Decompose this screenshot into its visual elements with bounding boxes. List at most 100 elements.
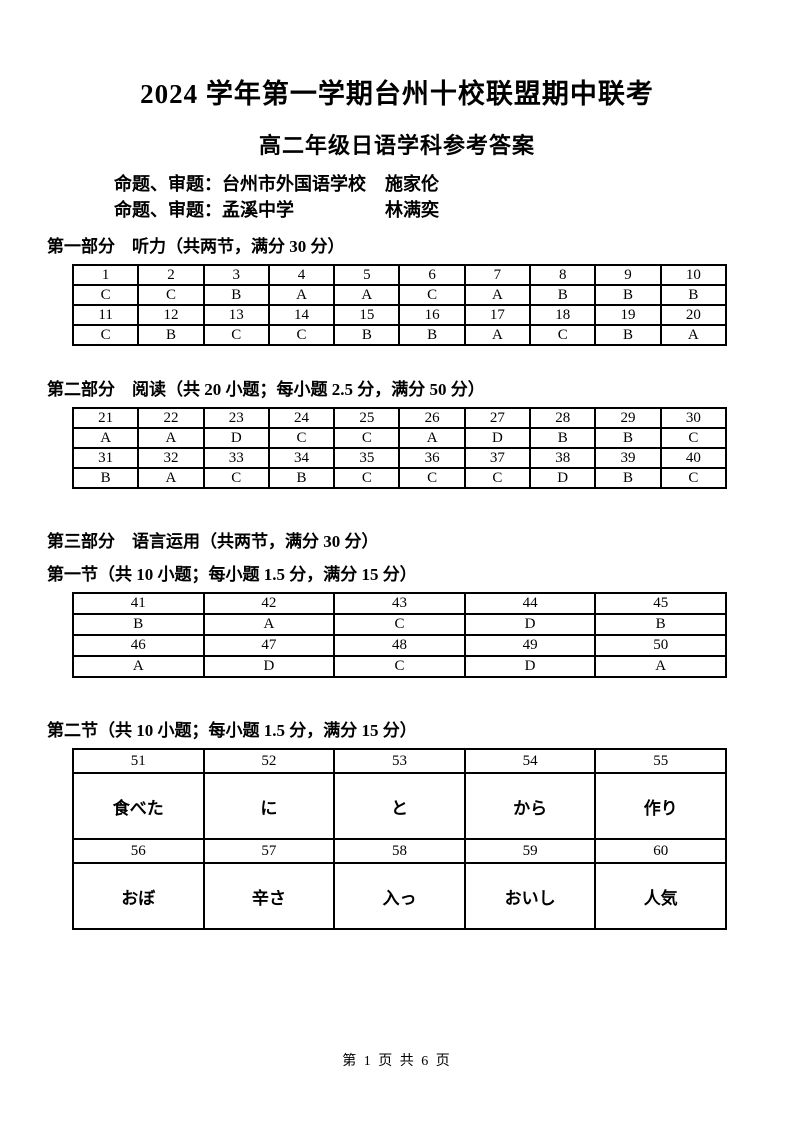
table-cell: A bbox=[267, 284, 336, 306]
table-cell: 人気 bbox=[594, 862, 727, 930]
table-cell: C bbox=[333, 655, 466, 678]
author-line-2: 命题、审题：孟溪中学 林满奕 bbox=[114, 197, 794, 223]
table-cell: C bbox=[137, 284, 205, 306]
table-cell: B bbox=[202, 284, 270, 306]
table-cell: 32 bbox=[137, 447, 205, 469]
author-name: 施家伦 bbox=[385, 174, 439, 194]
author-name: 林满奕 bbox=[385, 200, 439, 220]
author-role-label: 命题、审题： bbox=[114, 200, 222, 220]
table-cell: 4 bbox=[267, 264, 336, 286]
table-cell: 17 bbox=[463, 304, 532, 326]
table-cell: D bbox=[463, 427, 532, 449]
usage-section1-answer-table: 41 42 43 44 45 B A C D B 46 47 48 49 50 A D C D A bbox=[72, 592, 727, 678]
table-cell: 49 bbox=[463, 634, 597, 657]
table-cell: D bbox=[202, 655, 336, 678]
table-cell: 21 bbox=[71, 407, 140, 429]
table-cell: A bbox=[333, 284, 401, 306]
table-cell: 33 bbox=[202, 447, 270, 469]
table-cell: 52 bbox=[202, 748, 336, 774]
table-cell: B bbox=[398, 324, 466, 346]
table-cell: 10 bbox=[659, 264, 728, 286]
table-row: 46 47 48 49 50 bbox=[72, 634, 727, 657]
table-cell: 42 bbox=[202, 592, 336, 615]
table-cell: C bbox=[202, 324, 270, 346]
table-cell: 1 bbox=[71, 264, 140, 286]
table-cell: 38 bbox=[529, 447, 597, 469]
author-school: 台州市外国语学校 bbox=[222, 174, 366, 194]
table-row: 1 2 3 4 5 6 7 8 9 10 bbox=[71, 264, 728, 286]
table-cell: 46 bbox=[72, 634, 205, 657]
table-cell: 55 bbox=[594, 748, 727, 774]
page-subtitle: 高二年级日语学科参考答案 bbox=[258, 133, 535, 158]
table-cell: 15 bbox=[333, 304, 401, 326]
table-cell: B bbox=[267, 467, 336, 489]
table-cell: 3 bbox=[202, 264, 270, 286]
table-cell: 14 bbox=[267, 304, 336, 326]
table-cell: おぼ bbox=[72, 862, 205, 930]
table-cell: 26 bbox=[398, 407, 466, 429]
table-cell: 12 bbox=[137, 304, 205, 326]
table-cell: 58 bbox=[333, 838, 466, 864]
table-cell: 35 bbox=[333, 447, 401, 469]
table-cell: 11 bbox=[71, 304, 140, 326]
table-cell: C bbox=[333, 427, 401, 449]
table-cell: 28 bbox=[529, 407, 597, 429]
author-role-label: 命题、审题： bbox=[114, 174, 222, 194]
table-row: 21 22 23 24 25 26 27 28 29 30 bbox=[71, 407, 728, 429]
table-cell: 23 bbox=[202, 407, 270, 429]
table-cell: 作り bbox=[594, 772, 727, 840]
table-cell: B bbox=[529, 284, 597, 306]
table-row: 51 52 53 54 55 bbox=[72, 748, 727, 774]
table-cell: D bbox=[529, 467, 597, 489]
table-row: 56 57 58 59 60 bbox=[72, 838, 727, 864]
table-cell: と bbox=[333, 772, 466, 840]
table-cell: C bbox=[202, 467, 270, 489]
table-cell: 8 bbox=[529, 264, 597, 286]
reading-answer-table: 21 22 23 24 25 26 27 28 29 30 A A D C C A D B B C 31 32 33 34 35… bbox=[71, 407, 728, 489]
section-heading-part3-sub2: 第二节（共 10 小题；每小题 1.5 分，满分 15 分） bbox=[47, 721, 417, 740]
table-row: 41 42 43 44 45 bbox=[72, 592, 727, 615]
table-row: おぼ 辛さ 入っ おいし 人気 bbox=[72, 862, 727, 930]
table-cell: A bbox=[659, 324, 728, 346]
table-cell: 25 bbox=[333, 407, 401, 429]
table-cell: B bbox=[333, 324, 401, 346]
table-cell: 59 bbox=[463, 838, 597, 864]
table-cell: A bbox=[398, 427, 466, 449]
table-cell: 34 bbox=[267, 447, 336, 469]
table-cell: B bbox=[594, 613, 727, 636]
table-cell: 44 bbox=[463, 592, 597, 615]
table-cell: B bbox=[137, 324, 205, 346]
table-cell: C bbox=[659, 467, 728, 489]
section-heading-part3: 第三部分 语言运用（共两节，满分 30 分） bbox=[47, 532, 379, 551]
table-cell: A bbox=[72, 655, 205, 678]
table-cell: 43 bbox=[333, 592, 466, 615]
usage-section2-answer-table: 51 52 53 54 55 食べたにとから 作り 56 57 58 59 60 おぼ 辛さ 入っ おいし 人気 bbox=[72, 748, 727, 930]
table-cell: 54 bbox=[463, 748, 597, 774]
table-cell: C bbox=[71, 324, 140, 346]
table-cell: 53 bbox=[333, 748, 466, 774]
table-cell: C bbox=[333, 613, 466, 636]
table-cell: C bbox=[267, 427, 336, 449]
table-cell: C bbox=[398, 467, 466, 489]
table-cell: 入っ bbox=[333, 862, 466, 930]
table-cell: C bbox=[659, 427, 728, 449]
author-line-1: 命题、审题：台州市外国语学校 施家伦 bbox=[114, 171, 794, 197]
table-cell: から bbox=[463, 772, 597, 840]
table-cell: 18 bbox=[529, 304, 597, 326]
table-row: 31 32 33 34 35 36 37 38 39 40 bbox=[71, 447, 728, 469]
table-cell: C bbox=[267, 324, 336, 346]
table-cell: C bbox=[333, 467, 401, 489]
table-cell: 30 bbox=[659, 407, 728, 429]
table-cell: 56 bbox=[72, 838, 205, 864]
table-cell: A bbox=[202, 613, 336, 636]
table-cell: 辛さ bbox=[202, 862, 336, 930]
table-cell: 47 bbox=[202, 634, 336, 657]
table-cell: B bbox=[659, 284, 728, 306]
table-cell: 41 bbox=[72, 592, 205, 615]
listening-answer-table: 1 2 3 4 5 6 7 8 9 10 C C B A A C A B B B 11 12 13 14 15 16 17 18 19 2… bbox=[71, 264, 728, 346]
table-cell: 19 bbox=[594, 304, 662, 326]
table-row: 食べたにとから 作り bbox=[72, 772, 727, 840]
